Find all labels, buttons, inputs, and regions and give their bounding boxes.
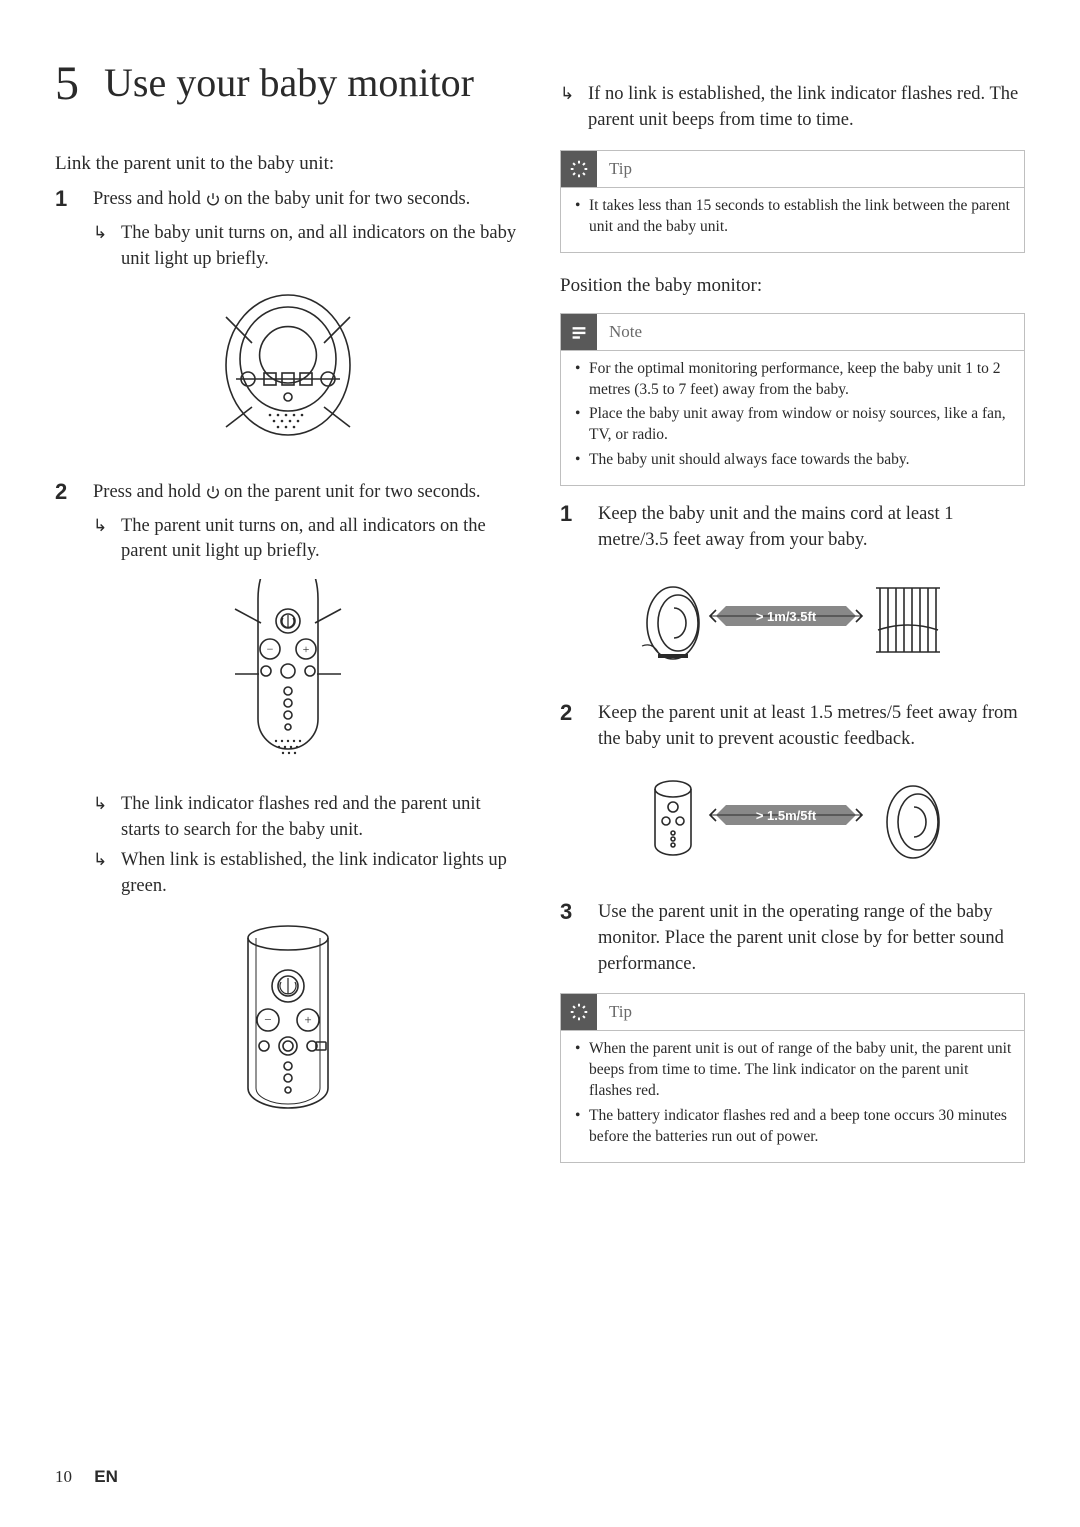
callout-body: For the optimal monitoring performance, … [561,350,1024,486]
svg-text:−: − [264,1012,271,1027]
text: When link is established, the link indic… [121,848,520,900]
chapter-heading: 5 Use your baby monitor [55,60,520,108]
callout-body: It takes less than 15 seconds to establi… [561,187,1024,252]
power-icon [206,189,220,215]
svg-text:+: + [304,1012,311,1027]
svg-text:−: − [266,642,273,656]
sub-result: ↳ The baby unit turns on, and all indica… [93,221,520,273]
right-step-1: 1 Keep the baby unit and the mains cord … [560,502,1025,554]
callout-item: When the parent unit is out of range of … [573,1039,1012,1102]
text: The baby unit turns on, and all indicato… [121,221,520,273]
left-step-1: 1 Press and hold on the baby unit for tw… [55,187,520,215]
text: on the baby unit for two seconds. [220,189,471,209]
power-icon [206,482,220,508]
tip-icon [561,151,597,187]
chapter-number: 5 [55,60,79,108]
callout-header: Tip [561,151,1024,187]
right-column: ↳ If no link is established, the link in… [560,60,1025,1179]
step-number: 3 [560,900,598,924]
arrow-icon: ↳ [93,848,121,870]
arrow-icon: ↳ [93,514,121,536]
right-step-3: 3 Use the parent unit in the operating r… [560,900,1025,978]
callout-item: It takes less than 15 seconds to establi… [573,196,1012,238]
sub-result: ↳ The parent unit turns on, and all indi… [93,514,520,566]
callout-body: When the parent unit is out of range of … [561,1030,1024,1162]
arrow-icon: ↳ [560,82,588,104]
tip-callout: Tip When the parent unit is out of range… [560,993,1025,1163]
page-footer: 10 EN [55,1467,118,1487]
step-body: Use the parent unit in the operating ran… [598,900,1025,978]
callout-item: Place the baby unit away from window or … [573,404,1012,446]
step-number: 2 [55,480,93,504]
tip-callout: Tip It takes less than 15 seconds to est… [560,150,1025,253]
figure-parent-unit-top: − + [55,579,520,774]
step-body: Keep the baby unit and the mains cord at… [598,502,1025,554]
step-number: 2 [560,701,598,725]
text: The parent unit turns on, and all indica… [121,514,520,566]
text: on the parent unit for two seconds. [220,482,481,502]
step-number: 1 [55,187,93,211]
sub-result: ↳ If no link is established, the link in… [560,82,1025,134]
figure-parent-unit-3d: − + [55,914,520,1139]
callout-title: Tip [609,1002,632,1022]
section-heading-link: Link the parent unit to the baby unit: [55,153,520,175]
page-number: 10 [55,1467,72,1486]
callout-item: For the optimal monitoring performance, … [573,359,1012,401]
left-step-2: 2 Press and hold on the parent unit for … [55,480,520,508]
callout-title: Tip [609,159,632,179]
figure-baby-unit [55,287,520,462]
figure-parent-distance: > 1.5m/5ft [560,767,1025,882]
tip-icon [561,994,597,1030]
text: Press and hold [93,482,206,502]
step-number: 1 [560,502,598,526]
callout-header: Note [561,314,1024,350]
sub-result: ↳ When link is established, the link ind… [93,848,520,900]
right-step-2: 2 Keep the parent unit at least 1.5 metr… [560,701,1025,753]
figure-label: > 1.5m/5ft [755,808,816,823]
text: Press and hold [93,189,206,209]
callout-header: Tip [561,994,1024,1030]
step-body: Keep the parent unit at least 1.5 metres… [598,701,1025,753]
step-body: Press and hold on the baby unit for two … [93,187,520,215]
arrow-icon: ↳ [93,792,121,814]
page-language: EN [94,1467,118,1486]
sub-result: ↳ The link indicator flashes red and the… [93,792,520,844]
chapter-title: Use your baby monitor [104,60,474,106]
text: If no link is established, the link indi… [588,82,1025,134]
section-heading-position: Position the baby monitor: [560,275,1025,297]
callout-title: Note [609,322,642,342]
left-column: 5 Use your baby monitor Link the parent … [55,60,520,1179]
note-callout: Note For the optimal monitoring performa… [560,313,1025,487]
svg-text:+: + [302,642,309,656]
step-body: Press and hold on the parent unit for tw… [93,480,520,508]
figure-baby-distance: > 1m/3.5ft [560,568,1025,683]
callout-item: The battery indicator flashes red and a … [573,1106,1012,1148]
callout-item: The baby unit should always face towards… [573,450,1012,471]
arrow-icon: ↳ [93,221,121,243]
note-icon [561,314,597,350]
text: The link indicator flashes red and the p… [121,792,520,844]
figure-label: > 1m/3.5ft [755,609,816,624]
